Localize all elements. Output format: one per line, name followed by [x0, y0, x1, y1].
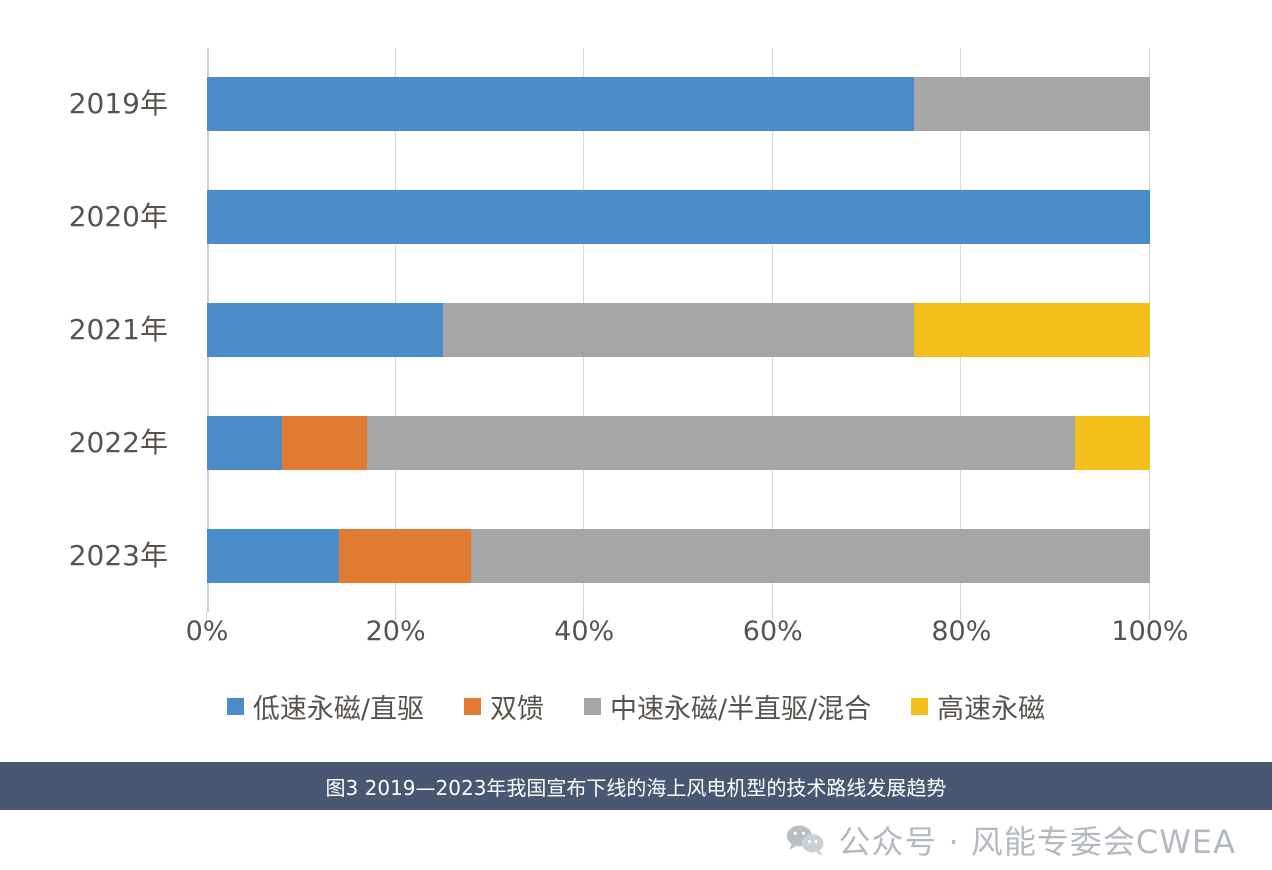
y-axis-category-label: 2019年	[68, 87, 168, 121]
y-axis-category-label: 2020年	[68, 200, 168, 234]
bar-segment	[442, 303, 915, 357]
x-axis-tick-label: 60%	[742, 616, 803, 647]
bar-segment	[914, 303, 1150, 357]
x-axis-tick-label: 80%	[931, 616, 992, 647]
bar-segment	[207, 190, 1150, 245]
bar-rows	[207, 48, 1150, 612]
chart-legend: 低速永磁/直驱 双馈 中速永磁/半直驱/混合 高速永磁	[0, 682, 1272, 730]
figure-caption-bar: 图3 2019—2023年我国宣布下线的海上风电机型的技术路线发展趋势	[0, 762, 1272, 810]
watermark-text: 公众号 · 风能专委会CWEA	[838, 823, 1236, 861]
bar-segment	[914, 77, 1150, 132]
bar-row	[207, 303, 1150, 357]
legend-label: 双馈	[489, 693, 544, 725]
x-axis-tick	[206, 612, 207, 620]
legend-swatch	[583, 697, 601, 715]
legend-item[interactable]: 双馈	[463, 687, 544, 726]
bar-segment	[367, 415, 1075, 470]
bar-segment	[207, 528, 340, 583]
y-axis-category-label: 2022年	[68, 425, 168, 459]
figure-caption-text: 图3 2019—2023年我国宣布下线的海上风电机型的技术路线发展趋势	[325, 775, 947, 800]
bar-row	[207, 77, 1150, 132]
bar-segment	[282, 415, 368, 470]
legend-label: 低速永磁/直驱	[252, 693, 424, 725]
bar-segment	[207, 303, 443, 357]
x-axis-tick-label: 100%	[1111, 616, 1189, 647]
bars-plot	[207, 48, 1150, 612]
bar-row	[207, 190, 1150, 245]
bar-segment	[207, 415, 283, 470]
legend-swatch	[226, 697, 244, 715]
y-axis-labels: 2019年 2020年 2021年 2022年 2023年	[0, 48, 190, 612]
bar-row	[207, 528, 1150, 583]
legend-swatch	[911, 697, 929, 715]
x-axis-tick-label: 20%	[365, 616, 426, 647]
y-axis-category-label: 2023年	[68, 538, 168, 572]
x-axis-tick	[960, 612, 962, 620]
legend-item[interactable]: 高速永磁	[911, 687, 1045, 726]
wechat-icon	[786, 823, 826, 857]
x-axis-tick	[771, 612, 773, 620]
bar-segment	[339, 528, 472, 583]
x-axis-tick	[1149, 612, 1150, 620]
x-axis-tick-label: 40%	[554, 616, 615, 647]
x-axis-labels: 0% 20% 40% 60% 80% 100%	[186, 616, 1189, 662]
bar-segment	[207, 77, 915, 132]
x-axis-tick	[394, 612, 396, 620]
bar-segment	[1074, 415, 1150, 470]
legend-swatch	[463, 697, 481, 715]
x-axis-tick	[583, 612, 585, 620]
watermark: 公众号 · 风能专委会CWEA	[0, 810, 1272, 870]
legend-item[interactable]: 低速永磁/直驱	[226, 687, 424, 726]
y-axis-category-label: 2021年	[68, 313, 168, 346]
legend-item[interactable]: 中速永磁/半直驱/混合	[583, 687, 872, 726]
x-axis-tick-label: 0%	[185, 616, 229, 647]
bar-segment	[471, 528, 1150, 583]
legend-label: 中速永磁/半直驱/混合	[609, 693, 872, 725]
bar-row	[207, 415, 1150, 470]
legend-label: 高速永磁	[937, 693, 1046, 725]
chart-plot-area: 2019年 2020年 2021年 2022年 2023年 0% 20% 40% 60% 80%…	[0, 48, 1272, 730]
